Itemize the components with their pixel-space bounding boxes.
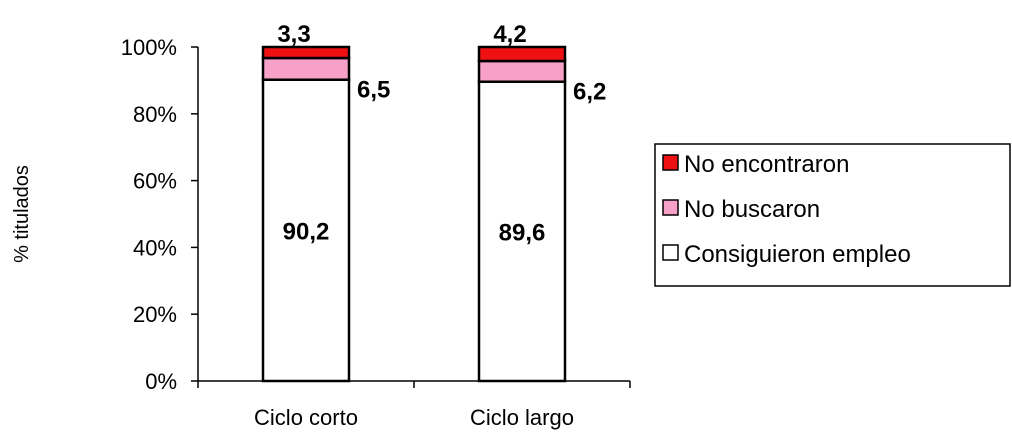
y-tick-label: 100% bbox=[121, 35, 177, 60]
y-axis-label: % titulados bbox=[11, 165, 33, 263]
x-tick-label: Ciclo corto bbox=[254, 405, 358, 430]
data-label: 3,3 bbox=[277, 21, 310, 48]
legend-label: Consiguieron empleo bbox=[684, 241, 911, 268]
data-label: 6,5 bbox=[357, 77, 390, 104]
legend: No encontraron No buscaron Consiguieron em… bbox=[654, 143, 1011, 287]
data-label: 6,2 bbox=[573, 79, 606, 106]
x-tick-label: Ciclo largo bbox=[470, 405, 574, 430]
legend-swatch bbox=[662, 154, 679, 171]
data-label: 90,2 bbox=[283, 218, 330, 245]
y-tick-label: 80% bbox=[133, 102, 177, 127]
legend-swatch bbox=[662, 199, 679, 216]
bar-segment bbox=[477, 80, 567, 383]
bar-segment bbox=[261, 56, 351, 81]
legend-swatch bbox=[662, 244, 679, 261]
legend-frame bbox=[654, 143, 1011, 287]
data-labels: 90,2 6,5 3,3 89,6 6,2 4,2 bbox=[277, 21, 606, 246]
bar-segment bbox=[261, 45, 351, 60]
legend-label: No buscaron bbox=[684, 196, 820, 223]
y-tick-label: 40% bbox=[133, 235, 177, 260]
legend-label: No encontraron bbox=[684, 151, 849, 178]
bars bbox=[261, 45, 567, 383]
axes: 0% 20% 40% 60% 80% 100% Ciclo corto Ciclo largo bbox=[121, 35, 631, 430]
bar-segment bbox=[477, 45, 567, 63]
data-label: 89,6 bbox=[499, 219, 546, 246]
bar-segment bbox=[477, 59, 567, 83]
data-label: 4,2 bbox=[493, 21, 526, 48]
y-tick-label: 0% bbox=[145, 369, 177, 394]
y-tick-label: 60% bbox=[133, 169, 177, 194]
y-tick-label: 20% bbox=[133, 302, 177, 327]
